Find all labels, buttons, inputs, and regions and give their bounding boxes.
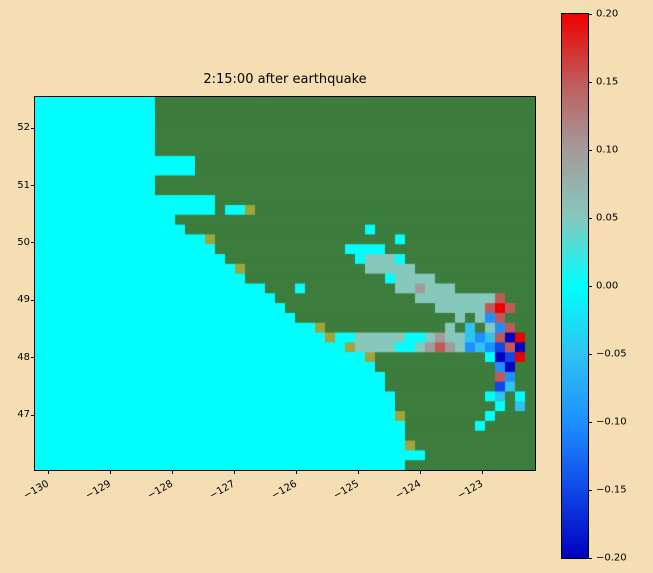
x-tick-mark	[357, 470, 359, 474]
x-tick-label: −127	[207, 478, 238, 502]
colorbar-tick-mark	[588, 149, 592, 151]
colorbar-tick-label: 0.05	[596, 212, 619, 224]
y-tick-label: 49	[17, 294, 30, 306]
x-tick-label: −130	[21, 478, 52, 502]
y-tick-label: 52	[17, 122, 30, 134]
x-tick-label: −129	[83, 478, 114, 502]
x-tick-label: −123	[455, 478, 486, 502]
x-tick-mark	[109, 470, 111, 474]
y-tick-mark	[31, 185, 35, 186]
x-tick-mark	[171, 470, 173, 474]
x-tick-label: −126	[269, 478, 300, 502]
x-tick-mark	[47, 470, 49, 474]
y-tick-label: 50	[17, 236, 30, 248]
colorbar-tick-mark	[588, 13, 592, 15]
y-tick-mark	[31, 299, 35, 301]
colorbar-tick-label: −0.05	[596, 348, 627, 360]
colorbar-tick-mark	[588, 489, 592, 491]
colorbar-tick-label: −0.20	[596, 552, 627, 564]
heatmap-canvas	[35, 97, 535, 470]
y-tick-label: 47	[17, 409, 30, 421]
y-tick-label: 48	[17, 351, 30, 363]
colorbar-gradient	[561, 13, 589, 559]
plot-title: 2:15:00 after earthquake	[203, 72, 367, 87]
colorbar-tick-label: 0.10	[596, 144, 619, 156]
colorbar-tick-label: −0.10	[596, 416, 627, 428]
colorbar-tick-label: 0.20	[596, 8, 619, 20]
colorbar-tick-mark	[588, 421, 592, 423]
x-tick-mark	[295, 470, 297, 474]
y-tick-mark	[31, 414, 35, 416]
y-tick-mark	[31, 357, 35, 359]
colorbar-tick-mark	[588, 285, 592, 287]
y-tick-label: 51	[17, 179, 30, 191]
x-tick-mark	[481, 470, 483, 474]
x-tick-mark	[233, 470, 235, 474]
colorbar-tick-label: 0.15	[596, 76, 619, 88]
colorbar-tick-mark	[588, 217, 592, 219]
x-tick-label: −125	[331, 478, 362, 502]
x-tick-mark	[419, 470, 421, 474]
y-tick-mark	[31, 127, 35, 129]
colorbar-tick-label: −0.15	[596, 484, 627, 496]
colorbar-tick-mark	[588, 81, 592, 83]
colorbar-tick-mark	[588, 353, 592, 355]
y-tick-mark	[31, 242, 35, 244]
plot-area	[34, 96, 536, 471]
x-tick-label: −128	[145, 478, 176, 502]
x-tick-label: −124	[393, 478, 424, 502]
colorbar-tick-label: 0.00	[596, 280, 619, 292]
colorbar-tick-mark	[588, 557, 592, 559]
